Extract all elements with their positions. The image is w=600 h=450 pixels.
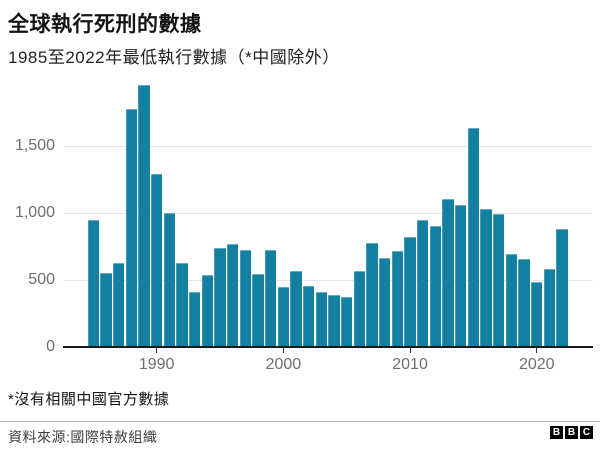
bar-1997 bbox=[239, 250, 251, 347]
x-axis-label-2020: 2020 bbox=[518, 356, 555, 373]
gridline-500 bbox=[63, 279, 593, 281]
y-axis-label-1000: 1,000 bbox=[14, 203, 55, 221]
bar-2017 bbox=[493, 213, 505, 347]
x-axis-line bbox=[63, 346, 593, 348]
bar-1986 bbox=[100, 273, 112, 347]
bar-2014 bbox=[455, 204, 467, 347]
bbc-logo-block-3: C bbox=[580, 426, 593, 439]
y-axis-label-0: 0 bbox=[46, 338, 55, 355]
bar-2001 bbox=[290, 270, 302, 347]
bar-2000 bbox=[277, 287, 289, 347]
bar-2018 bbox=[505, 254, 518, 347]
bar-1998 bbox=[252, 273, 264, 347]
bar-2003 bbox=[315, 291, 327, 347]
bar-1991 bbox=[163, 212, 175, 347]
x-tick-1990 bbox=[156, 348, 158, 353]
chart-title: 全球執行死刑的數據 bbox=[8, 13, 202, 36]
bar-2011 bbox=[417, 219, 429, 347]
bar-2019 bbox=[518, 258, 530, 347]
bar-2020 bbox=[531, 282, 543, 347]
footer-divider-line bbox=[0, 421, 600, 422]
x-tick-2020 bbox=[536, 348, 538, 353]
y-axis-label-1500: 1,500 bbox=[14, 136, 55, 154]
bar-2005 bbox=[341, 297, 353, 347]
bar-1989 bbox=[138, 85, 150, 347]
bar-chart-plot-area: 0 500 1,000 1,500 1990 2000 2010 2020 bbox=[0, 75, 600, 375]
bar-1992 bbox=[176, 263, 188, 347]
bar-2016 bbox=[480, 208, 492, 347]
bar-1988 bbox=[125, 109, 137, 347]
y-axis-label-500: 500 bbox=[28, 270, 55, 288]
bbc-logo-block-2: B bbox=[565, 426, 578, 439]
x-axis-label-2000: 2000 bbox=[265, 356, 302, 373]
x-tick-2000 bbox=[282, 348, 284, 353]
x-axis-label-1990: 1990 bbox=[138, 356, 175, 373]
bar-1990 bbox=[151, 173, 163, 347]
bar-1996 bbox=[227, 244, 239, 347]
bar-2008 bbox=[379, 258, 391, 347]
bar-1994 bbox=[201, 275, 213, 347]
bbc-logo-block-1: B bbox=[550, 426, 563, 439]
bar-2002 bbox=[303, 285, 315, 347]
bar-1993 bbox=[189, 291, 201, 347]
chart-subtitle: 1985至2022年最低執行數據（*中國除外） bbox=[8, 48, 340, 67]
bar-2007 bbox=[366, 242, 378, 347]
bar-2012 bbox=[429, 225, 442, 347]
source-credit: 資料來源:國際特赦組織 bbox=[8, 429, 158, 445]
bar-2006 bbox=[353, 270, 366, 347]
bar-2010 bbox=[404, 236, 416, 347]
bar-1985 bbox=[87, 219, 99, 347]
x-axis-label-2010: 2010 bbox=[392, 356, 428, 373]
x-tick-2010 bbox=[409, 348, 411, 353]
bar-2021 bbox=[543, 269, 556, 347]
gridline-1000 bbox=[63, 212, 593, 214]
gridline-1500 bbox=[63, 145, 593, 147]
chart-footnote: *沒有相關中國官方數據 bbox=[8, 391, 170, 408]
bar-1999 bbox=[265, 249, 277, 347]
bar-2022 bbox=[556, 228, 568, 347]
bar-1987 bbox=[112, 263, 125, 347]
bar-2015 bbox=[467, 127, 480, 347]
bar-2009 bbox=[391, 251, 404, 347]
bar-2004 bbox=[328, 294, 340, 347]
bar-1995 bbox=[214, 247, 226, 347]
bar-2013 bbox=[442, 198, 454, 347]
